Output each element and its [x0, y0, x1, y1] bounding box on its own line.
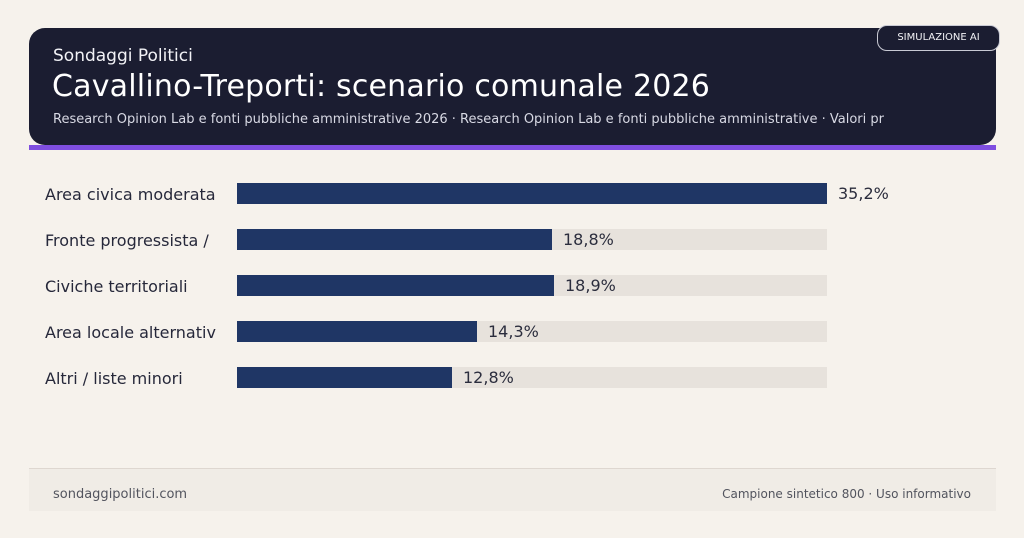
- bar: [237, 229, 552, 250]
- bar-value-label: 18,9%: [565, 276, 616, 295]
- category-label: Area locale alternativ: [45, 323, 216, 342]
- bar: [237, 367, 452, 388]
- footer: sondaggipolitici.com Campione sintetico …: [29, 468, 996, 511]
- category-label: Civiche territoriali: [45, 277, 188, 296]
- source-subtitle: Research Opinion Lab e fonti pubbliche a…: [53, 112, 884, 127]
- category-label: Area civica moderata: [45, 185, 216, 204]
- bar-value-label: 35,2%: [838, 184, 889, 203]
- category-label: Altri / liste minori: [45, 369, 183, 388]
- bar-value-label: 12,8%: [463, 368, 514, 387]
- header-panel: Sondaggi Politici Cavallino-Treporti: sc…: [29, 28, 996, 145]
- bar: [237, 321, 477, 342]
- brand-name: Sondaggi Politici: [53, 46, 193, 66]
- page-title: Cavallino-Treporti: scenario comunale 20…: [52, 69, 711, 104]
- footer-site-link[interactable]: sondaggipolitici.com: [53, 487, 188, 502]
- category-label: Fronte progressista /: [45, 231, 209, 250]
- bar: [237, 275, 554, 296]
- simulation-badge: SIMULAZIONE AI: [877, 25, 1000, 51]
- bar-value-label: 18,8%: [563, 230, 614, 249]
- bar-value-label: 14,3%: [488, 322, 539, 341]
- bar-chart: Area civica moderata 35,2% Fronte progress…: [45, 183, 889, 388]
- footer-note: Campione sintetico 800 · Uso informativo: [722, 487, 971, 501]
- bar: [237, 183, 827, 204]
- header-accent-bar: [29, 145, 996, 150]
